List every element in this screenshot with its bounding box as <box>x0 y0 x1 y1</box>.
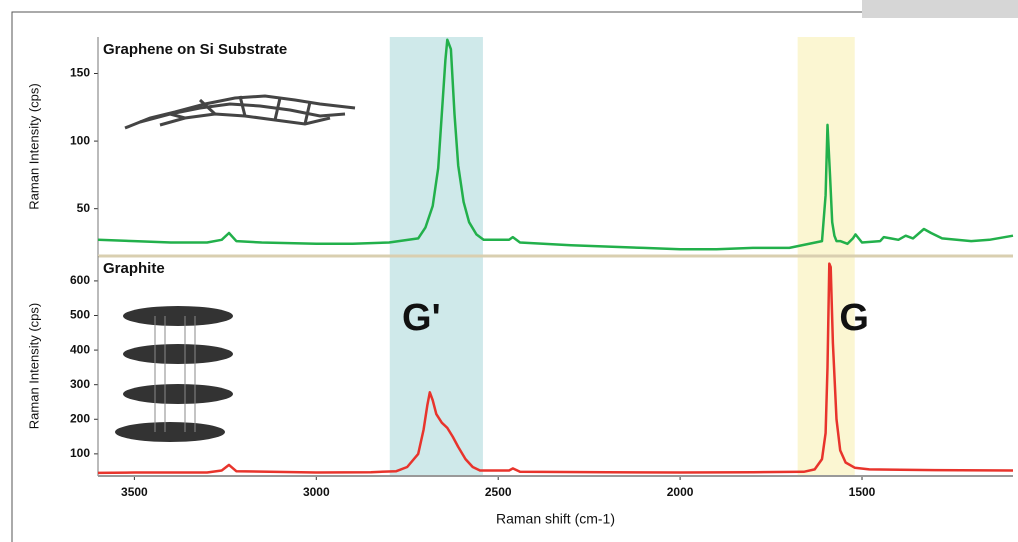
y-tick-label: 500 <box>70 308 90 322</box>
x-tick-label: 1500 <box>849 485 876 499</box>
graphite-illustration <box>115 306 233 442</box>
corner-tab <box>862 0 1018 18</box>
panel-title: Graphite <box>103 260 165 277</box>
band-label: G <box>839 297 869 339</box>
panel-title: Graphene on Si Substrate <box>103 41 287 58</box>
x-axis-label: Raman shift (cm-1) <box>496 511 615 527</box>
y-axis-label: Raman Intensity (cps) <box>26 303 41 429</box>
y-axis-label: Raman Intensity (cps) <box>26 83 41 209</box>
y-tick-label: 50 <box>77 201 91 215</box>
x-tick-label: 2000 <box>667 485 694 499</box>
y-tick-label: 150 <box>70 66 90 80</box>
spectrum-line <box>97 262 1014 475</box>
graphene-illustration <box>124 94 356 130</box>
y-tick-label: 100 <box>70 446 90 460</box>
x-tick-label: 3500 <box>121 485 148 499</box>
x-tick-label: 3000 <box>303 485 330 499</box>
spectrum-line <box>97 38 1014 251</box>
band-label: G' <box>402 297 441 339</box>
y-tick-label: 400 <box>70 342 90 356</box>
y-tick-label: 300 <box>70 377 90 391</box>
y-tick-label: 200 <box>70 411 90 425</box>
frame <box>11 11 862 542</box>
plot: 50 100 150 Graphene on Si Substrate Raman In… <box>26 37 1014 527</box>
y-tick-label: 100 <box>70 133 90 147</box>
x-tick-label: 2500 <box>485 485 512 499</box>
y-tick-label: 600 <box>70 273 90 287</box>
